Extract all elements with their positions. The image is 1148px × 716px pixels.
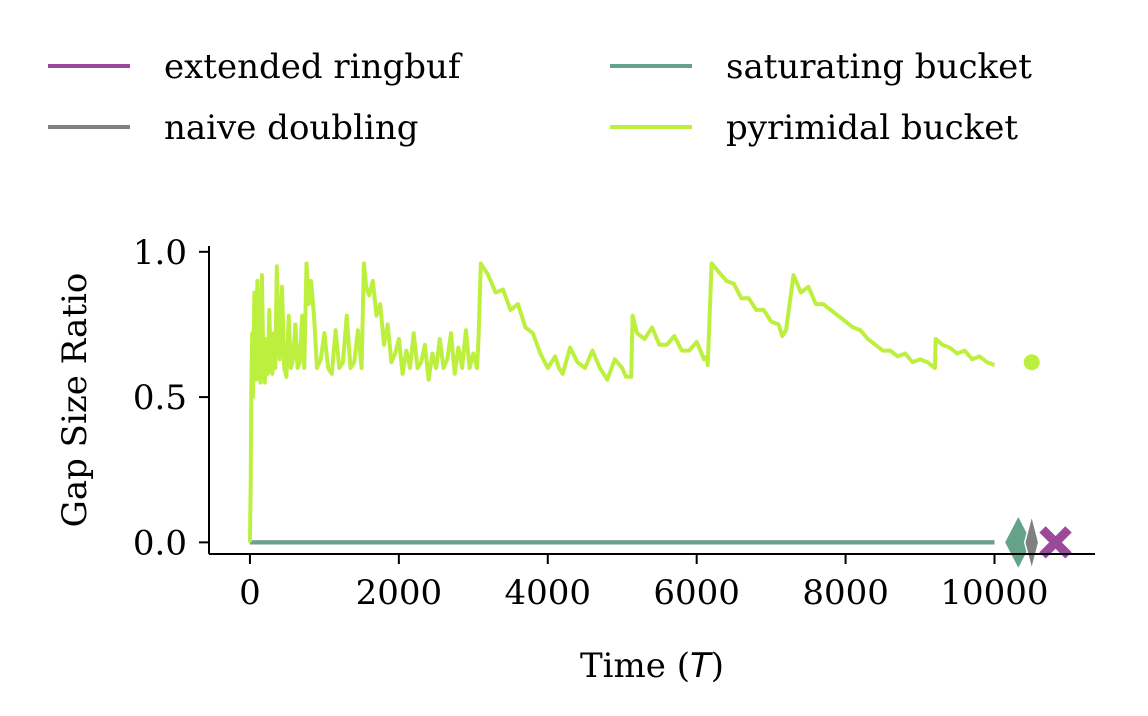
x-axis-label-close: ): [711, 646, 724, 686]
x-axis-label-text: Time (: [580, 646, 690, 686]
x-axis-label: Time (T): [580, 646, 724, 686]
legend-label-saturating-bucket: saturating bucket: [726, 47, 1032, 87]
x-tick-label: 8000: [802, 573, 889, 613]
series-line-pyrimidal-bucket: [247, 261, 996, 543]
legend-label-extended-ringbuf: extended ringbuf: [164, 47, 463, 87]
x-tick-label: 2000: [356, 573, 443, 613]
end-marker-pyrimidal-bucket: [1023, 354, 1040, 371]
y-tick-label: 0.5: [133, 378, 187, 418]
y-tick-label: 0.0: [133, 523, 187, 563]
x-tick-label: 4000: [504, 573, 591, 613]
legend-label-pyrimidal-bucket: pyrimidal bucket: [726, 108, 1018, 148]
y-tick-label: 1.0: [133, 233, 187, 273]
x-tick-label: 0: [239, 573, 261, 613]
marker-layer: [1003, 354, 1072, 573]
legend: extended ringbuf naive doubling saturating…: [48, 47, 1032, 148]
x-tick-label: 10000: [940, 573, 1048, 613]
y-axis-ticks: 0.0 0.5 1.0: [133, 233, 209, 563]
x-tick-label: 6000: [653, 573, 740, 613]
x-axis-ticks: 0 2000 4000 6000 8000 10000: [239, 554, 1049, 613]
series-layer: [247, 261, 996, 545]
x-axis-label-variable: T: [690, 646, 713, 686]
legend-label-naive-doubling: naive doubling: [164, 108, 419, 148]
end-marker-extended-ringbuf: [1039, 526, 1072, 559]
y-axis-label: Gap Size Ratio: [55, 273, 95, 528]
plot-area: [247, 261, 1072, 573]
end-marker-naive-doubling: [1023, 512, 1040, 573]
